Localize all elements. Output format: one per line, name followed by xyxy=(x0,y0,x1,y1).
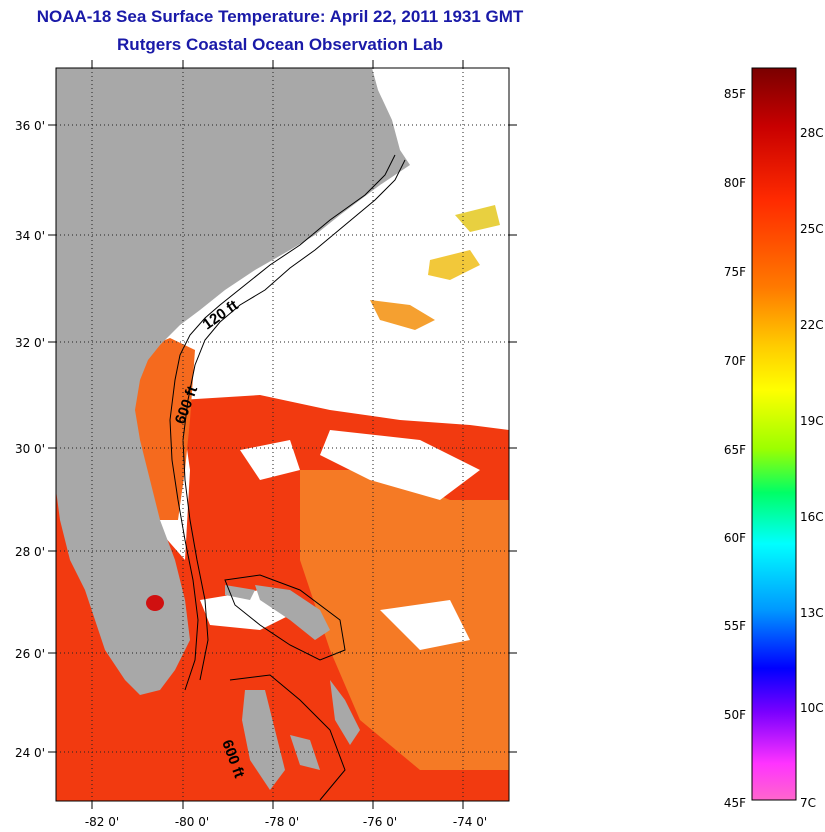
cbar-f-75: 75F xyxy=(724,265,746,279)
lon-label-82: -82 0' xyxy=(85,815,119,829)
yellow-streak xyxy=(455,205,500,232)
lat-label-24: 24 0' xyxy=(15,746,45,760)
cbar-c-10: 10C xyxy=(800,701,824,715)
map-title: NOAA-18 Sea Surface Temperature: April 2… xyxy=(36,7,524,26)
bahamas-abaco xyxy=(255,585,330,640)
cbar-c-28: 28C xyxy=(800,126,824,140)
map-subtitle: Rutgers Coastal Ocean Observation Lab xyxy=(117,35,443,54)
cloud-patch-4 xyxy=(380,600,470,650)
map-frame xyxy=(55,67,510,802)
cbar-c-25: 25C xyxy=(800,222,824,236)
contour-600ft xyxy=(182,159,406,681)
bahamas-eleuthera xyxy=(330,680,360,745)
lat-label-34: 34 0' xyxy=(15,229,45,243)
lon-label-76: -76 0' xyxy=(363,815,397,829)
cbar-c-7: 7C xyxy=(800,796,816,810)
lake-okeechobee xyxy=(146,595,164,611)
bahamas-andros xyxy=(242,690,285,790)
lon-label-78: -78 0' xyxy=(265,815,299,829)
cloud-patch-3 xyxy=(240,440,300,480)
cbar-c-19: 19C xyxy=(800,414,824,428)
lon-label-74: -74 0' xyxy=(453,815,487,829)
lat-label-28: 28 0' xyxy=(15,545,45,559)
cbar-f-85: 85F xyxy=(724,87,746,101)
contour-120ft xyxy=(169,154,396,691)
colorbar xyxy=(751,67,797,801)
cbar-f-45: 45F xyxy=(724,796,746,810)
lat-label-32: 32 0' xyxy=(15,336,45,350)
contour-bahamas-south xyxy=(229,674,346,801)
lat-label-30: 30 0' xyxy=(15,442,45,456)
lat-label-26: 26 0' xyxy=(15,647,45,661)
land-us-east-coast xyxy=(56,68,410,695)
lon-label-80: -80 0' xyxy=(175,815,209,829)
cbar-f-70: 70F xyxy=(724,354,746,368)
carolina-warm-patch xyxy=(370,300,435,330)
cbar-f-80: 80F xyxy=(724,176,746,190)
cbar-f-60: 60F xyxy=(724,531,746,545)
cbar-f-50: 50F xyxy=(724,708,746,722)
carolina-yellow-patch xyxy=(428,250,480,280)
cbar-f-65: 65F xyxy=(724,443,746,457)
contour-bahamas xyxy=(224,574,346,661)
cbar-c-16: 16C xyxy=(800,510,824,524)
cbar-f-55: 55F xyxy=(724,619,746,633)
bahamas-grand xyxy=(225,585,255,600)
cbar-c-13: 13C xyxy=(800,606,824,620)
tick-marks xyxy=(48,60,517,809)
lat-label-36: 36 0' xyxy=(15,119,45,133)
cbar-c-22: 22C xyxy=(800,318,824,332)
